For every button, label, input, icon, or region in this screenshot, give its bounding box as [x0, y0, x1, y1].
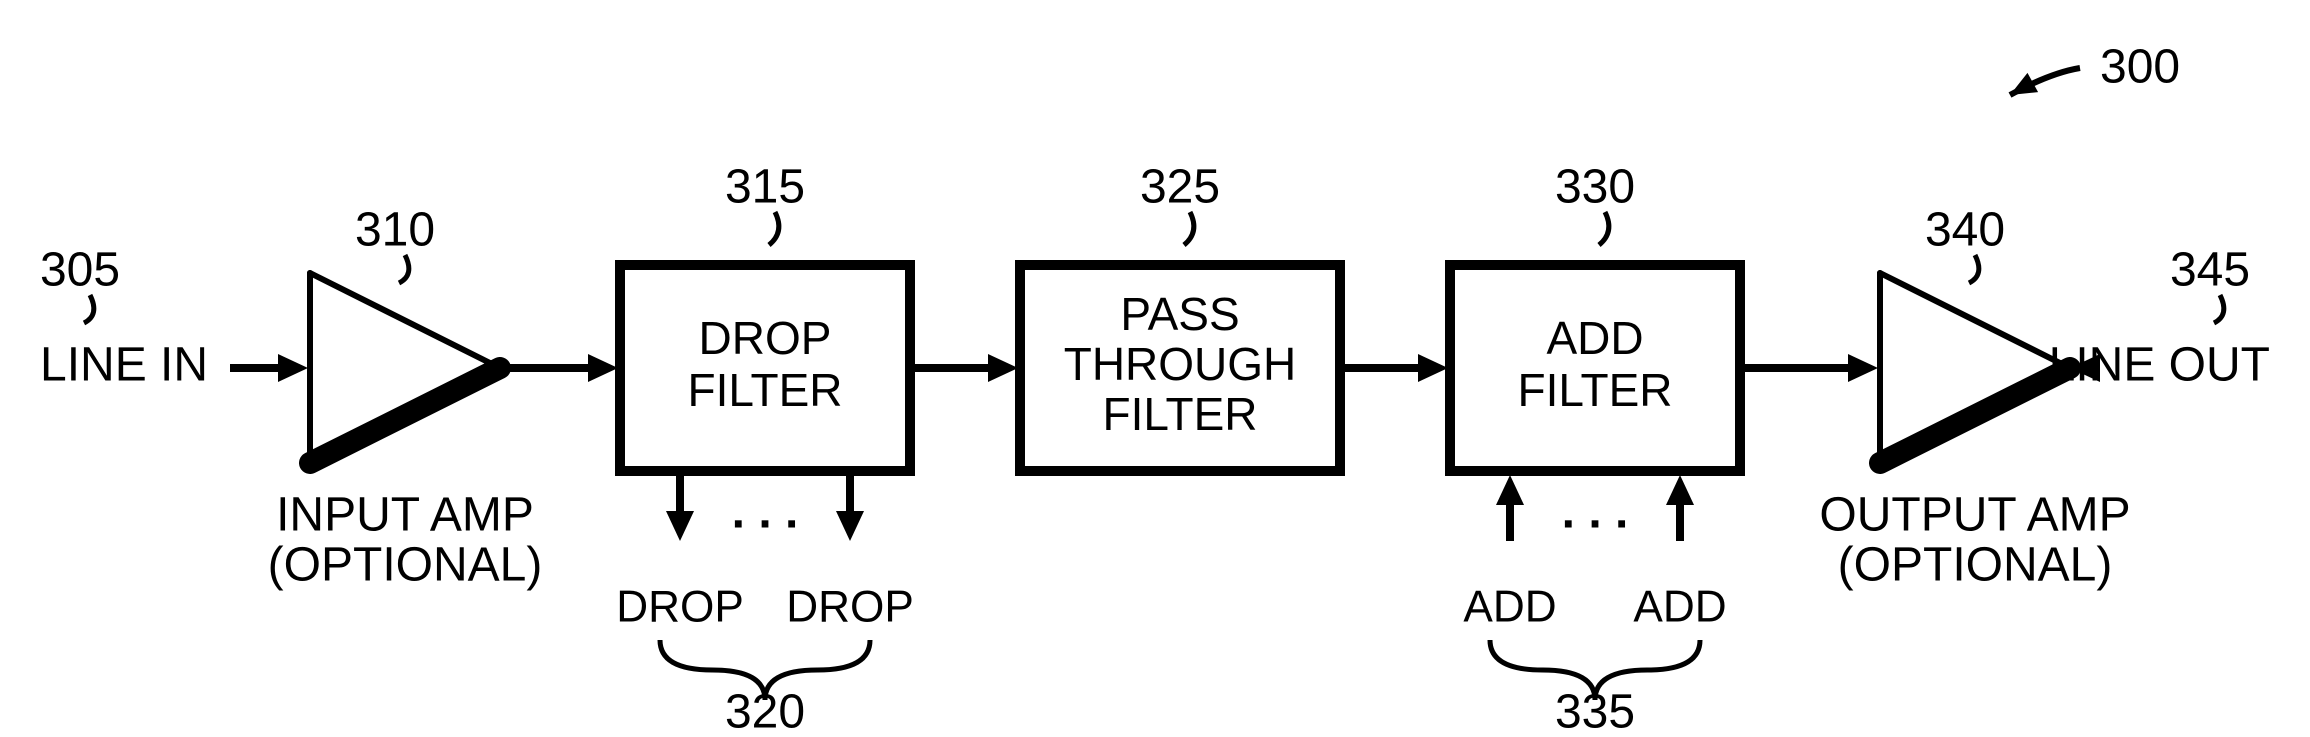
output-amp-label-2: (OPTIONAL): [1838, 539, 2113, 592]
drop-dots: . . .: [732, 486, 799, 539]
pass-label-2: THROUGH: [1064, 338, 1297, 390]
ref-345: 345: [2170, 244, 2250, 297]
ref-335: 335: [1555, 686, 1635, 737]
ref-340: 340: [1925, 204, 2005, 257]
pass-label-1: PASS: [1120, 288, 1239, 340]
drop-filter-label-1: DROP: [699, 312, 832, 364]
line-in-label: LINE IN: [40, 339, 208, 392]
drop-filter-label-2: FILTER: [687, 364, 842, 416]
ref-315: 315: [725, 161, 805, 214]
input-amp-label-2: (OPTIONAL): [268, 539, 543, 592]
add-dots: . . .: [1562, 486, 1629, 539]
ref-330: 330: [1555, 161, 1635, 214]
ref-310: 310: [355, 204, 435, 257]
ref-325: 325: [1140, 161, 1220, 214]
pass-label-3: FILTER: [1102, 388, 1257, 440]
add-filter-label-2: FILTER: [1517, 364, 1672, 416]
line-out-label: LINE OUT: [2049, 339, 2270, 392]
drop-label-2: DROP: [786, 583, 914, 632]
input-amp-label-1: INPUT AMP: [276, 489, 534, 542]
add-label-2: ADD: [1633, 583, 1726, 632]
ref-305: 305: [40, 244, 120, 297]
add-filter-label-1: ADD: [1546, 312, 1643, 364]
ref-320: 320: [725, 686, 805, 737]
ref-300: 300: [2100, 41, 2180, 94]
drop-label-1: DROP: [616, 583, 744, 632]
add-label-1: ADD: [1463, 583, 1556, 632]
output-amp-label-1: OUTPUT AMP: [1819, 489, 2130, 542]
